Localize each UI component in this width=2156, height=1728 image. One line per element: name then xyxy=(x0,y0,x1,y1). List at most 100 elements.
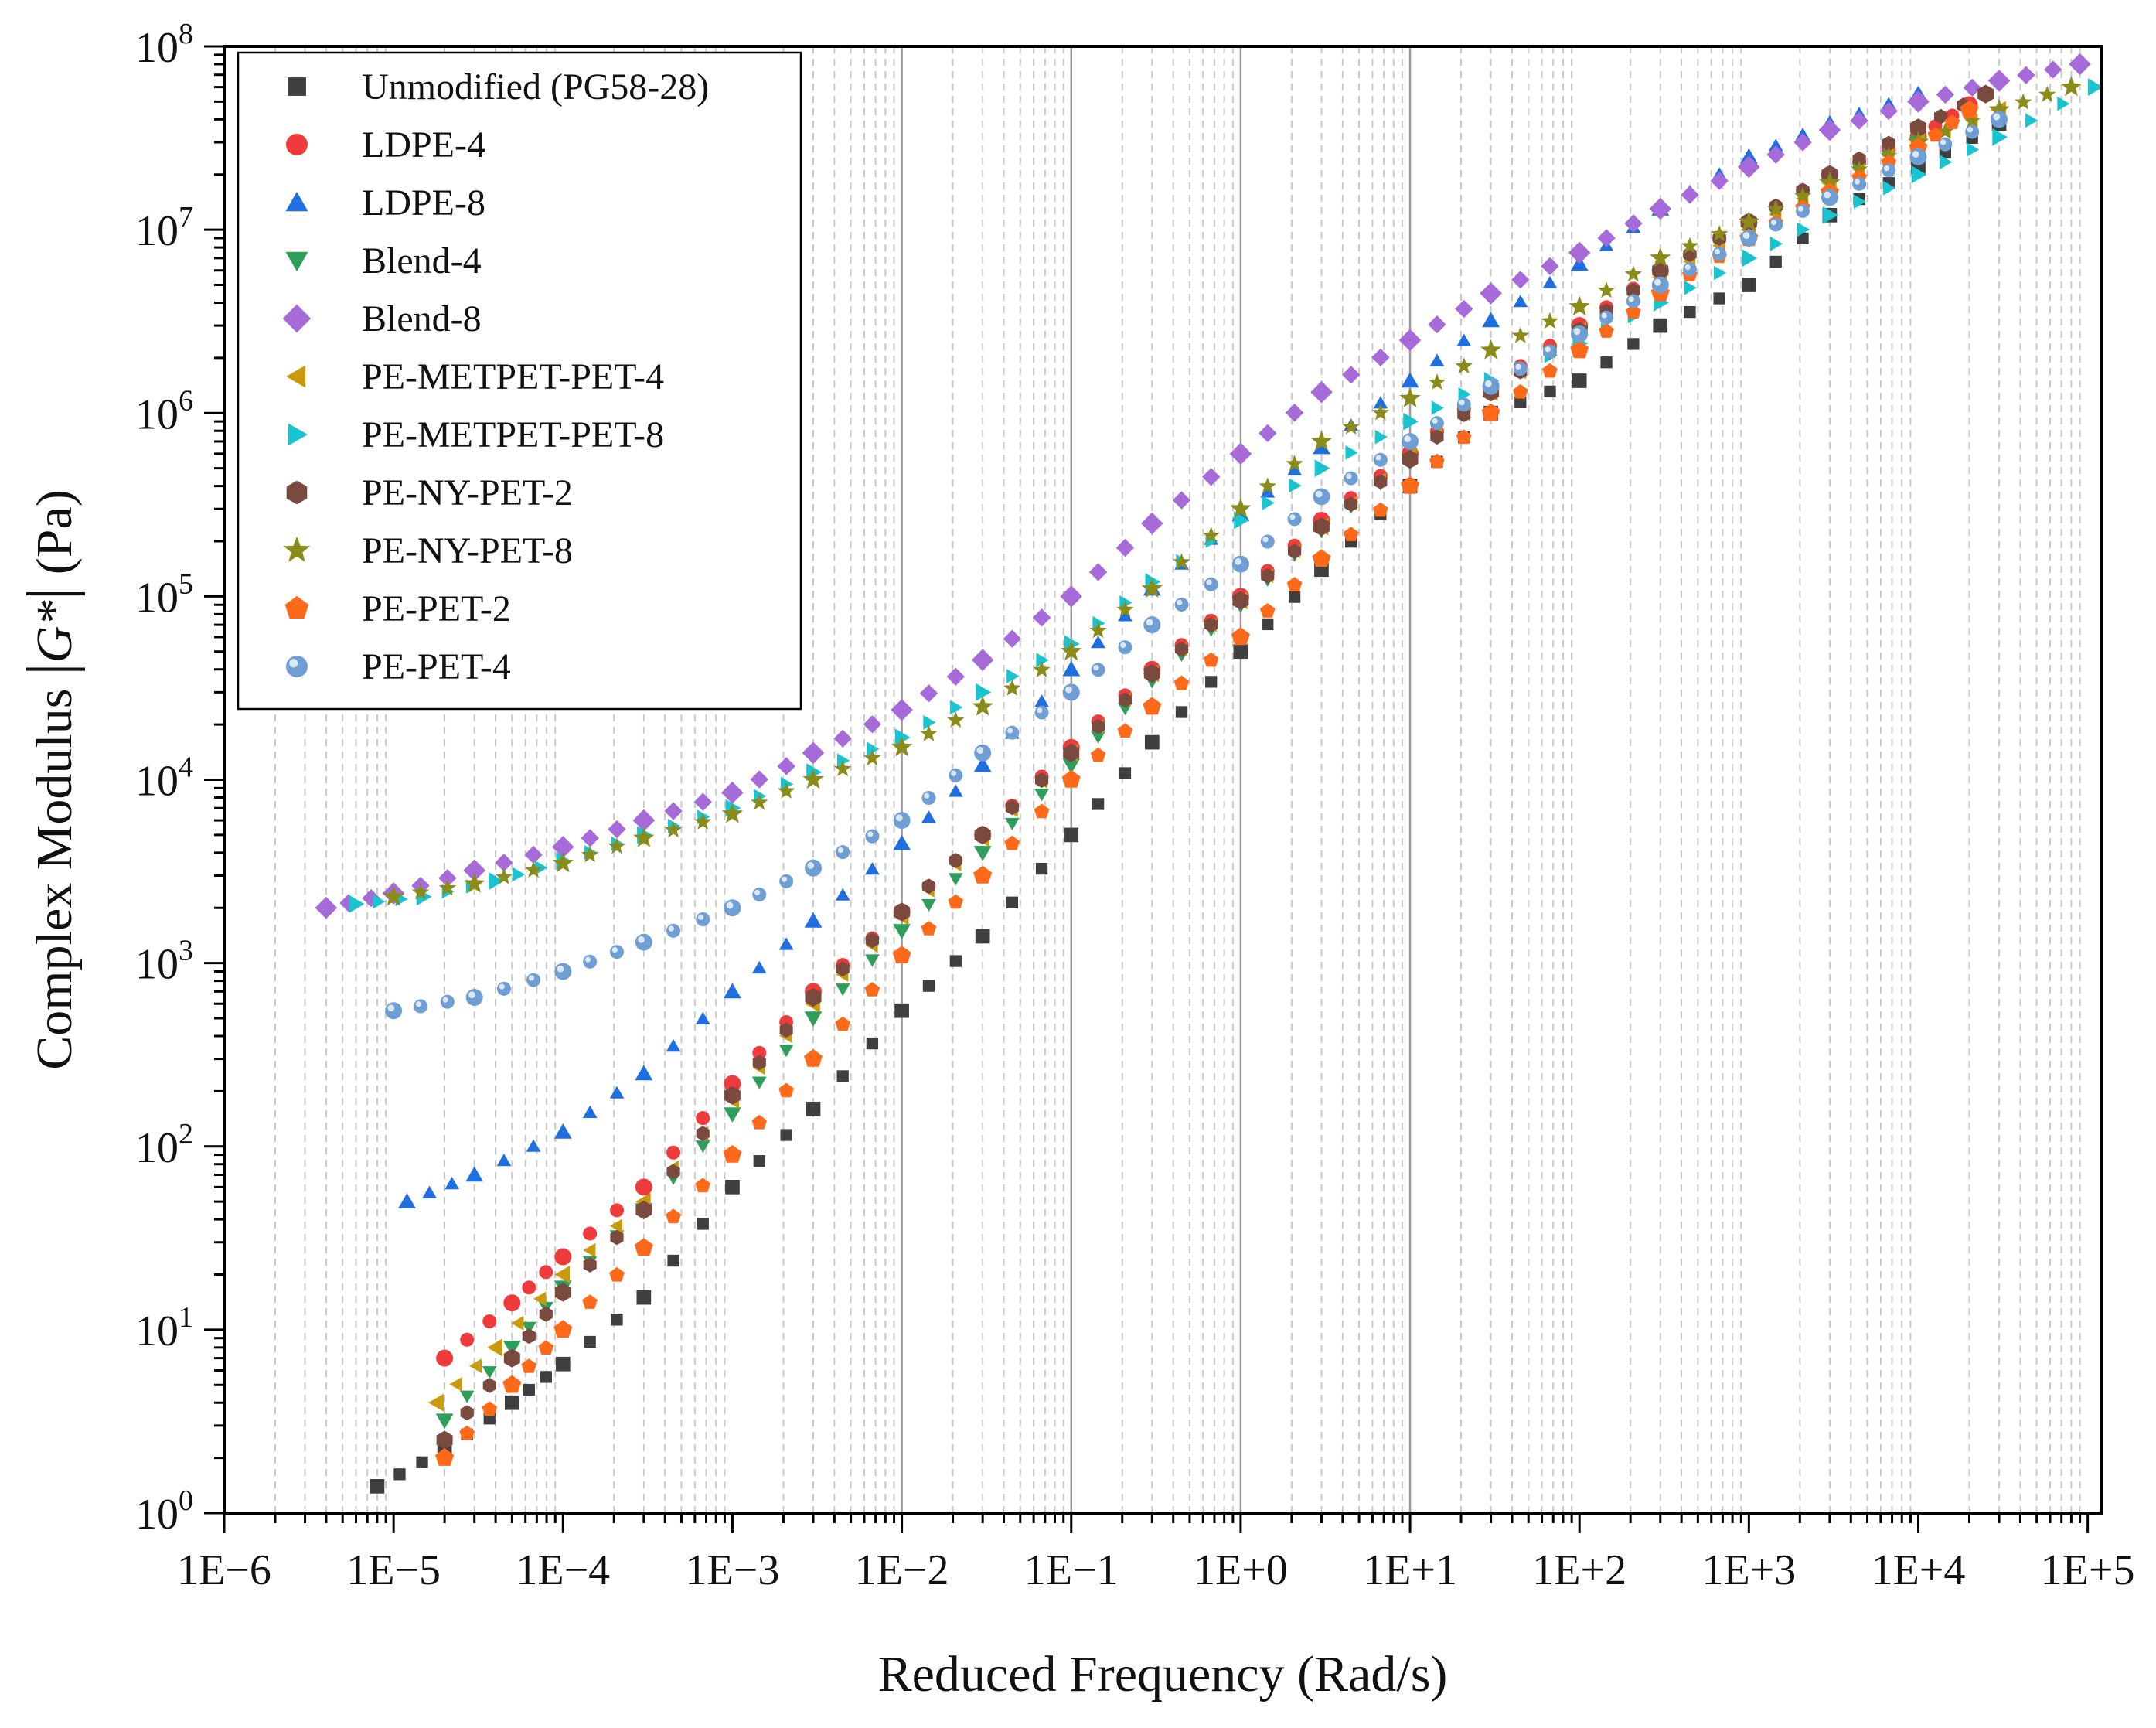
data-point xyxy=(1911,165,1927,184)
data-point xyxy=(1819,172,1841,193)
data-point-interp xyxy=(1343,527,1359,541)
sphere-highlight xyxy=(415,1001,421,1007)
data-point-interp xyxy=(1259,603,1276,618)
data-point-interp xyxy=(1428,315,1446,334)
data-point-interp xyxy=(1684,305,1696,319)
sphere-highlight xyxy=(442,997,448,1003)
data-point-interp xyxy=(1373,502,1388,517)
data-point xyxy=(1060,585,1082,608)
x-tick-label: 1E+0 xyxy=(1194,1546,1288,1594)
data-point-interp xyxy=(1006,669,1020,683)
data-point-interp xyxy=(1034,803,1050,819)
x-tick-label: 1E−2 xyxy=(855,1546,949,1594)
sphere-highlight xyxy=(468,991,475,999)
data-point xyxy=(973,865,993,884)
data-point xyxy=(721,781,744,804)
data-point-interp xyxy=(666,923,681,938)
data-point xyxy=(894,1003,909,1018)
data-point xyxy=(891,736,913,757)
data-point-interp xyxy=(863,749,881,766)
data-point xyxy=(554,1266,571,1283)
data-point-interp xyxy=(1882,163,1896,178)
data-point xyxy=(555,1356,571,1372)
data-point-interp xyxy=(1852,151,1866,167)
y-tick-label: 101 xyxy=(135,1301,193,1355)
legend-marker xyxy=(286,656,308,677)
data-point-interp xyxy=(1260,485,1276,498)
data-point xyxy=(1313,438,1330,455)
data-point-interp xyxy=(867,741,880,757)
axis-tick-labels: 1E−6 1E−5 1E−4 1E−3 1E−2 1E−1 1E+0 1E+1 1E+2 1E+3… xyxy=(135,18,2135,1594)
data-point xyxy=(552,836,574,858)
data-point-interp xyxy=(1203,652,1219,667)
data-point xyxy=(1907,90,1930,113)
data-point-interp xyxy=(1770,237,1783,251)
data-point-interp xyxy=(582,1105,598,1118)
data-point-interp xyxy=(778,1045,794,1058)
legend-marker xyxy=(282,304,312,333)
data-point-interp xyxy=(923,715,936,730)
data-point xyxy=(1909,148,1927,165)
sphere-highlight xyxy=(528,975,535,981)
data-point-interp xyxy=(539,1307,553,1322)
data-point-interp xyxy=(835,888,850,901)
y-axis-title: Complex Modulus |G*| (Pa) xyxy=(14,489,86,1070)
data-point-interp xyxy=(610,1218,623,1233)
data-point-interp xyxy=(525,861,543,878)
data-point-interp xyxy=(513,867,526,882)
data-point-interp xyxy=(1286,577,1303,591)
data-point-interp xyxy=(947,711,965,728)
data-point-interp xyxy=(1116,600,1134,618)
data-point-interp xyxy=(1513,295,1528,308)
data-point xyxy=(1650,247,1671,268)
data-point xyxy=(487,1338,502,1357)
legend-label: LDPE-4 xyxy=(362,124,485,165)
data-point-interp xyxy=(609,1266,625,1282)
data-point xyxy=(972,695,993,716)
data-point xyxy=(1399,387,1421,407)
data-point xyxy=(893,812,911,830)
data-point-interp xyxy=(949,873,963,886)
data-point xyxy=(489,872,505,890)
data-point xyxy=(1738,211,1759,231)
data-point-interp xyxy=(1288,591,1301,603)
data-point-interp xyxy=(1940,155,1953,169)
data-point-interp xyxy=(946,667,965,686)
data-point xyxy=(894,902,911,922)
data-point xyxy=(806,1101,821,1116)
sphere-highlight xyxy=(1146,619,1153,626)
sphere-highlight xyxy=(837,847,844,854)
data-point-interp xyxy=(526,1139,541,1152)
data-point-interp xyxy=(362,889,380,908)
data-point xyxy=(465,988,483,1006)
data-point xyxy=(503,1294,521,1312)
data-point-interp xyxy=(1262,618,1274,631)
data-point-interp xyxy=(696,912,710,927)
data-points xyxy=(315,53,2103,1494)
data-point-interp xyxy=(583,1257,597,1273)
y-axis-title-unit: (Pa) xyxy=(26,489,83,587)
sphere-highlight xyxy=(1854,179,1861,185)
data-point-interp xyxy=(778,782,795,799)
data-point-interp xyxy=(695,1011,710,1024)
data-point xyxy=(349,895,365,913)
data-point xyxy=(1649,197,1672,220)
data-point-interp xyxy=(1286,455,1303,472)
data-point xyxy=(891,699,913,721)
data-point-interp xyxy=(752,888,767,902)
data-point-interp xyxy=(1091,663,1105,677)
sphere-highlight xyxy=(1912,151,1919,158)
x-tick-label: 1E−4 xyxy=(516,1546,610,1594)
data-point-interp xyxy=(1034,694,1049,707)
legend-label: Unmodified (PG58-28) xyxy=(362,66,709,107)
data-point-interp xyxy=(1767,199,1785,216)
data-point xyxy=(428,1393,444,1412)
data-point-interp xyxy=(779,1022,793,1038)
sphere-highlight xyxy=(1206,579,1212,585)
data-point xyxy=(1821,189,1838,206)
data-point-interp xyxy=(780,1129,792,1141)
data-point-interp xyxy=(1202,468,1221,486)
data-point xyxy=(1062,758,1081,774)
data-point-interp xyxy=(1006,896,1019,908)
data-point xyxy=(1230,497,1252,518)
